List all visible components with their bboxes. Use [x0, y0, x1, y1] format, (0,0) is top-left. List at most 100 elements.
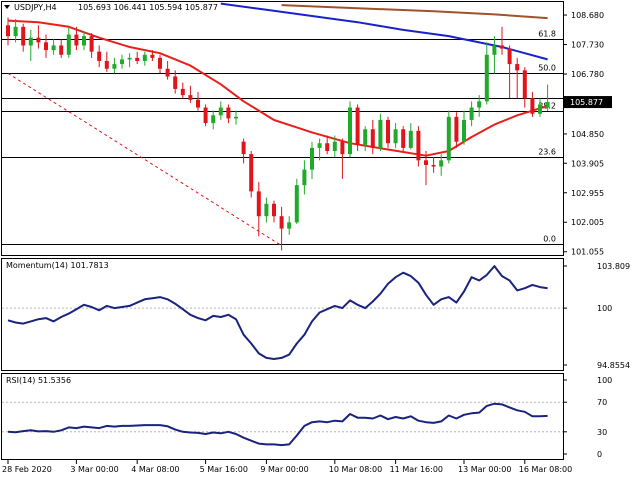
chart-ohlc-values: 105.693 106.441 105.594 105.877 — [78, 3, 218, 12]
candle-body — [446, 116, 451, 161]
candle-body — [97, 51, 102, 61]
momentum-title: Momentum(14) 101.7813 — [6, 261, 109, 270]
candle-body — [180, 88, 185, 96]
candle-body — [310, 147, 314, 170]
candle-body — [538, 104, 542, 114]
candle-body — [522, 70, 527, 99]
candle-body — [287, 222, 292, 229]
candle-body — [439, 160, 444, 167]
candle-body — [234, 116, 238, 119]
price-tick-label: 102.005 — [571, 218, 604, 227]
candle-body — [507, 48, 512, 65]
candle-body — [317, 143, 322, 148]
candle-body — [355, 107, 360, 145]
candle-body — [302, 169, 307, 186]
candle-body — [279, 216, 284, 229]
candle-body — [492, 45, 497, 55]
momentum-tick-label: 100 — [597, 304, 612, 313]
candle-body — [454, 116, 459, 142]
candle-body — [66, 34, 71, 55]
candle-body — [484, 54, 489, 102]
candle-body — [378, 119, 383, 148]
candle-body — [82, 36, 86, 46]
price-tick-label: 107.730 — [571, 41, 604, 50]
main-pane: 61.850.038.223.60.0108.680107.730106.780… — [2, 2, 612, 257]
candle-body — [150, 54, 155, 58]
price-tick-label: 104.850 — [571, 130, 604, 139]
last-price-label: 105.877 — [570, 98, 603, 107]
candle-body — [386, 119, 390, 144]
candle-body — [6, 25, 10, 37]
candle-body — [408, 130, 413, 148]
candle-body — [158, 57, 162, 69]
price-tick-label: 108.680 — [571, 11, 604, 20]
rsi-tick-label: 70 — [597, 398, 607, 407]
candle-body — [515, 64, 520, 71]
rsi-pane: 100 70 30 0 — [2, 376, 612, 459]
fib-level-label: 23.6 — [538, 148, 556, 157]
candle-body — [28, 37, 33, 46]
time-tick-label: 4 Mar 08:00 — [131, 465, 179, 474]
time-axis: 28 Feb 2020 3 Mar 00:00 4 Mar 08:00 5 Mar 1… — [2, 460, 572, 474]
candle-body — [226, 107, 231, 119]
candle-body — [44, 42, 48, 51]
candle-body — [203, 107, 208, 124]
time-tick-label: 9 Mar 00:00 — [260, 465, 308, 474]
momentum-line — [7, 265, 548, 360]
candle-body — [21, 26, 26, 46]
candle-body — [127, 57, 132, 60]
candle-body — [363, 129, 368, 145]
candle-body — [196, 99, 200, 108]
candle-body — [462, 119, 466, 142]
time-tick-label: 16 Mar 08:00 — [519, 465, 572, 474]
candle-body — [264, 203, 269, 217]
momentum-pane-frame — [1, 258, 564, 371]
candle-body — [249, 154, 254, 192]
candle-body — [325, 143, 330, 152]
time-tick-label: 5 Mar 16:00 — [200, 465, 248, 474]
time-tick-label: 10 Mar 08:00 — [329, 465, 382, 474]
candle-body — [431, 164, 436, 167]
price-tick-label: 103.905 — [571, 159, 604, 168]
candle-body — [112, 64, 117, 69]
candle-body — [500, 45, 504, 49]
candle-body — [256, 191, 261, 217]
candle-body — [348, 107, 352, 155]
rsi-tick-label: 30 — [597, 428, 607, 437]
candle-body — [424, 160, 428, 165]
fib-level-label: 50.0 — [538, 64, 556, 73]
candle-body — [272, 203, 276, 217]
candle-body — [188, 95, 193, 100]
candle-body — [393, 129, 398, 144]
moving-average-slow — [281, 4, 548, 20]
candle-body — [89, 36, 94, 52]
candle-body — [74, 34, 79, 46]
price-tick-label: 101.055 — [571, 248, 604, 257]
moving-average-mid — [220, 2, 548, 61]
candle-body — [51, 45, 56, 51]
candle-body — [218, 107, 223, 116]
candle-body — [120, 59, 124, 65]
candle-body — [59, 45, 64, 55]
candle-body — [401, 129, 406, 148]
candle-body — [135, 57, 140, 61]
last-price-tag — [564, 96, 612, 109]
candle-body — [36, 37, 41, 43]
moving-average-fast — [7, 19, 548, 157]
candle-body — [469, 107, 474, 120]
time-tick-label: 28 Feb 2020 — [2, 465, 52, 474]
chart-symbol-title: USDJPY,H4 — [14, 3, 57, 12]
collapse-triangle-icon[interactable] — [4, 5, 10, 9]
candle-body — [477, 101, 482, 108]
rsi-line — [7, 402, 548, 447]
rsi-tick-label: 100 — [597, 376, 612, 385]
price-tick-label: 106.780 — [571, 70, 604, 79]
rsi-tick-label: 0 — [597, 450, 602, 459]
candle-body — [340, 141, 345, 155]
candle-body — [173, 76, 178, 89]
candle-body — [294, 185, 299, 223]
candle-body — [104, 60, 109, 69]
candle-body — [211, 115, 216, 124]
momentum-pane: 103.809 100 94.8554 — [2, 262, 630, 370]
